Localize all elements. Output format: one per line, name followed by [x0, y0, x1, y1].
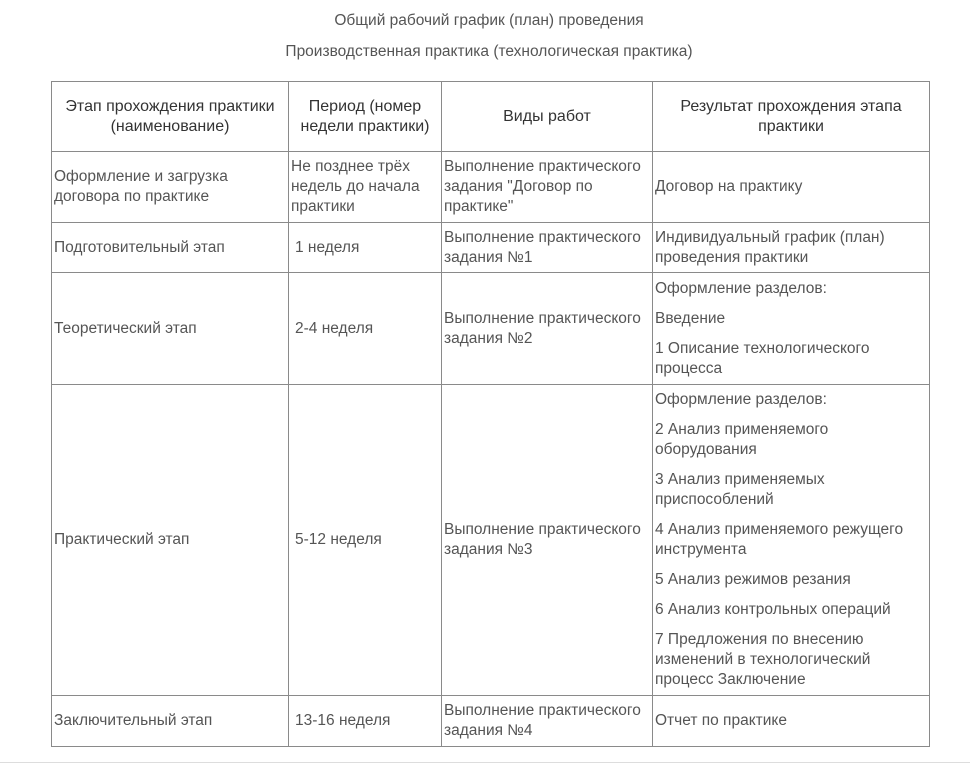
result-item: 2 Анализ применяемого оборудования: [655, 421, 829, 458]
cell-result: Оформление разделов: Введение 1 Описание т…: [652, 272, 930, 385]
result-item: Введение: [655, 309, 726, 327]
table-header-row: Этап прохождения практики (наименование)…: [51, 81, 930, 152]
schedule-table: Этап прохождения практики (наименование)…: [51, 81, 930, 747]
result-item: 6 Анализ контрольных операций: [655, 601, 891, 618]
result-item: Отчет по практике: [655, 712, 787, 729]
cell-work: Выполнение практического задания №3: [441, 384, 653, 696]
cell-work: Выполнение практического задания "Догово…: [441, 151, 653, 223]
result-item: 7 Предложения по внесению изменений в те…: [655, 631, 871, 688]
cell-stage: Практический этап: [51, 384, 289, 696]
cell-period: 1 неделя: [288, 222, 442, 273]
result-item: 3 Анализ применяемых приспособлений: [655, 471, 825, 508]
practice-subtitle: Производственная практика (технологическ…: [285, 43, 693, 60]
table-row: Практический этап 5-12 неделя Выполнение п…: [51, 384, 930, 696]
cell-work: Выполнение практического задания №4: [441, 695, 653, 747]
result-item: Оформление разделов:: [655, 279, 827, 297]
table-row: Оформление и загрузка договора по практи…: [51, 151, 930, 223]
cell-work: Выполнение практического задания №1: [441, 222, 653, 273]
cell-result: Индивидуальный график (план) проведения …: [652, 222, 930, 273]
result-item: Индивидуальный график (план) проведения …: [655, 228, 885, 266]
divider: [0, 762, 970, 763]
header-period: Период (номер недели практики): [288, 81, 442, 152]
result-item: 1 Описание технологического процесса: [655, 339, 870, 377]
result-item: Оформление разделов:: [655, 391, 827, 408]
cell-stage: Теоретический этап: [51, 272, 289, 385]
cell-result: Договор на практику: [652, 151, 930, 223]
cell-work: Выполнение практического задания №2: [441, 272, 653, 385]
cell-period: Не позднее трёх недель до начала практик…: [288, 151, 442, 223]
header-result: Результат прохождения этапа практики: [652, 81, 930, 152]
cell-period: 5-12 неделя: [288, 384, 442, 696]
cell-result: Отчет по практике: [652, 695, 930, 747]
cell-stage: Подготовительный этап: [51, 222, 289, 273]
cell-result: Оформление разделов: 2 Анализ применяемог…: [652, 384, 930, 696]
cell-period: 2-4 неделя: [288, 272, 442, 385]
table-row: Заключительный этап 13-16 неделя Выполнени…: [51, 695, 930, 747]
table-row: Теоретический этап 2-4 неделя Выполнение п…: [51, 272, 930, 385]
header-stage: Этап прохождения практики (наименование): [51, 81, 289, 152]
result-item: 5 Анализ режимов резания: [655, 571, 851, 588]
schedule-title: Общий рабочий график (план) проведения: [334, 12, 644, 29]
cell-period: 13-16 неделя: [288, 695, 442, 747]
result-item: 4 Анализ применяемого режущего инструмен…: [655, 521, 904, 558]
result-item: Договор на практику: [655, 178, 803, 195]
header-work: Виды работ: [441, 81, 653, 152]
table-row: Подготовительный этап 1 неделя Выполнение …: [51, 222, 930, 273]
cell-stage: Оформление и загрузка договора по практи…: [51, 151, 289, 223]
cell-stage: Заключительный этап: [51, 695, 289, 747]
